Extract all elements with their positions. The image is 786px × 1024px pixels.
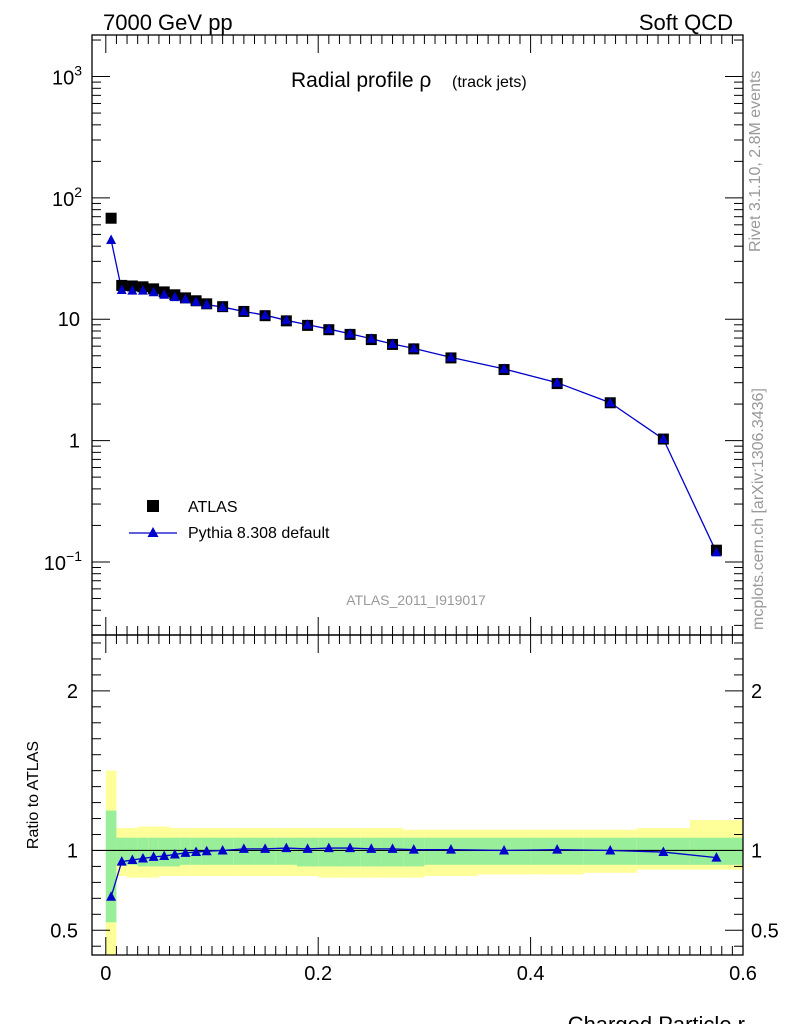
header-right: Soft QCD [639,10,733,35]
mc-point [127,285,138,295]
ratio-point [499,844,510,855]
ratio-point [148,851,159,861]
mc-point [116,284,127,295]
ratio-point [137,852,148,863]
y-tick-label: 2 [67,681,78,703]
mc-point [499,363,510,373]
ratio-point [345,842,356,853]
ratio-point [238,843,249,853]
legend-mc-label: Pythia 8.308 default [188,525,330,542]
ratio-point [191,846,202,857]
ratio-series-layer [106,842,722,901]
y-tick-label: 102 [52,184,82,211]
main-series-layer [105,212,722,557]
mc-point [345,328,356,338]
ratio-point [445,844,456,854]
ratio-point [217,844,228,855]
mc-point [180,293,191,304]
mc-point [323,323,334,334]
mc-point [260,309,271,320]
ratio-point [408,844,419,854]
ratio-point [387,843,398,853]
band-inner [137,837,149,867]
ratio-point [106,891,117,901]
mc-point [445,351,456,362]
y-tick-label: 1 [69,431,80,453]
mc-point [217,301,228,312]
rivet-version-text: Rivet 3.1.10, 2.8M events [747,71,764,252]
ratio-frame [91,634,744,956]
mc-point [366,333,377,343]
mc-point [169,291,180,302]
mc-point [238,305,249,316]
mc-point [387,338,398,349]
mc-point [106,234,117,244]
ratio-point [658,846,669,857]
x-tick-label: 0.2 [304,963,332,985]
y-tick-label: 0.5 [50,920,78,942]
mc-point [302,319,313,329]
legend-mc-marker [147,527,159,537]
x-tick-label: 0.4 [517,963,545,985]
mc-point [552,377,563,387]
ratio-point [127,854,138,865]
y-tick-label: 103 [52,63,82,90]
mc-point [191,296,202,306]
plot-title-small: (track jets) [452,74,527,91]
mc-point [137,285,148,295]
ratio-point [201,845,212,856]
mc-point [201,299,212,309]
ratio-point [281,842,292,853]
mc-point [159,289,170,299]
y-tick-label: 10 [58,309,80,331]
ratio-point [180,847,191,857]
y-tick-label-right: 1 [751,840,762,862]
mc-point [281,314,292,325]
plot-title: Radial profile ρ [291,69,431,92]
y-tick-label-right: 2 [751,681,762,703]
data-point [105,212,117,224]
ratio-point [711,852,722,862]
y-tick-label-right: 0.5 [751,920,779,942]
ratio-axes: 0 0.2 0.4 0.6 0.5 0.5 1 1 2 2 [50,634,779,985]
mc-point [658,433,669,444]
band-inner [127,837,138,865]
ratio-point [323,842,334,853]
x-tick-label: 0 [100,963,111,985]
mc-point [605,397,616,407]
legend-data-label: ATLAS [188,499,238,516]
ratio-point [605,844,616,855]
band-inner [116,837,128,865]
mc-point [408,342,419,353]
ratio-point [366,843,377,853]
ratio-point [552,844,563,854]
analysis-id: ATLAS_2011_I919017 [346,592,486,608]
header-left: 7000 GeV pp [103,10,233,35]
ratio-point [260,843,271,853]
legend-data-marker [147,500,159,512]
mc-point [148,286,159,297]
ratio-point [169,848,180,859]
mc-point [711,546,722,557]
source-text: mcplots.cern.ch [arXiv:1306.3436] [750,388,767,630]
x-tick-label: 0.6 [729,963,757,985]
y-tick-label: 10−1 [44,548,82,575]
main-frame [91,34,744,636]
ratio-point [302,843,313,853]
ratio-bands [92,770,743,955]
y-tick-label: 1 [67,840,78,862]
ratio-point [159,850,170,861]
x-axis-label: Charged Particle r [568,1012,745,1024]
ratio-ylabel: Ratio to ATLAS [25,741,42,849]
legend: ATLAS Pythia 8.308 default [129,499,330,542]
ratio-point [116,856,127,866]
band-inner [105,810,117,923]
